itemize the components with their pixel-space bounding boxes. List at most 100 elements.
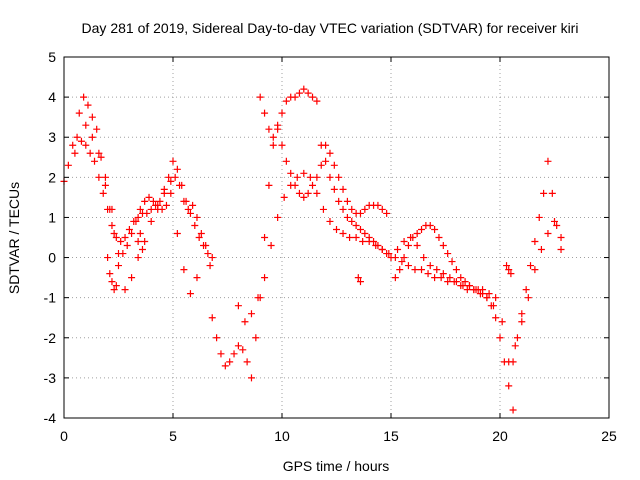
data-point [317, 141, 325, 149]
data-point [121, 234, 129, 241]
x-tick-label: 0 [60, 428, 68, 444]
data-point [186, 209, 194, 217]
data-point [548, 189, 556, 197]
y-axis-label: SDTVAR / TECUs [6, 182, 22, 294]
data-point [123, 242, 131, 250]
data-point [413, 229, 421, 237]
data-point [503, 262, 511, 270]
data-point [356, 278, 364, 286]
data-point [208, 254, 216, 262]
data-point [295, 89, 303, 97]
data-point [239, 346, 247, 354]
data-point [145, 193, 153, 201]
data-point [149, 197, 157, 205]
data-point [265, 125, 273, 133]
data-point [452, 278, 460, 286]
data-point [143, 209, 151, 217]
data-point [348, 217, 356, 225]
data-point [247, 374, 255, 382]
data-point [378, 246, 386, 254]
data-point [437, 274, 445, 282]
data-point [461, 278, 469, 286]
data-point [64, 161, 72, 169]
data-point [206, 262, 214, 270]
data-point [383, 209, 391, 217]
data-point [261, 109, 269, 117]
data-point [162, 201, 170, 209]
y-tick-label: -4 [44, 410, 57, 426]
data-point [167, 189, 175, 197]
data-point [557, 246, 565, 254]
data-point [138, 246, 146, 254]
data-point [291, 93, 299, 101]
data-point [110, 286, 118, 294]
data-point [95, 173, 103, 181]
data-point [426, 221, 434, 229]
data-point [108, 205, 116, 213]
data-point [346, 234, 354, 241]
data-point [309, 181, 317, 189]
data-point [115, 262, 122, 270]
data-point [396, 266, 404, 274]
series-trace-a [60, 133, 216, 262]
data-point [134, 254, 142, 262]
data-point [505, 266, 513, 274]
y-tick-label: 3 [48, 129, 56, 145]
data-point [313, 97, 321, 105]
data-point [241, 318, 249, 326]
data-point [326, 149, 334, 157]
series-trace-g [391, 157, 565, 390]
data-point [322, 157, 330, 165]
data-point [274, 121, 282, 129]
data-point [282, 157, 290, 165]
data-point [134, 213, 142, 221]
data-point [112, 282, 120, 290]
data-point [452, 266, 460, 274]
data-point [387, 254, 395, 262]
data-point [527, 262, 535, 270]
data-point [335, 197, 343, 205]
y-tick-label: 5 [48, 49, 56, 65]
data-point [95, 149, 103, 157]
data-point [391, 274, 399, 282]
data-point [435, 234, 443, 241]
data-point [404, 262, 412, 270]
data-point [407, 234, 415, 241]
data-point [247, 310, 255, 318]
data-point [356, 225, 364, 233]
data-point [217, 350, 225, 358]
data-point [448, 258, 456, 266]
data-point [208, 314, 216, 322]
data-point [313, 189, 321, 197]
data-point [71, 149, 79, 157]
data-point [88, 113, 96, 121]
data-point [269, 141, 277, 149]
data-point [472, 286, 480, 294]
data-point [108, 221, 116, 229]
data-point [243, 358, 251, 366]
axis-ticks: -4 -3 -2 -1 0 1 2 3 4 5 0 5 10 15 20 25 [44, 49, 617, 444]
data-point [226, 358, 234, 366]
y-tick-label: 4 [48, 89, 56, 105]
data-point [186, 290, 194, 298]
series-trace-e [234, 169, 497, 326]
data-point [101, 181, 109, 189]
data-point [191, 221, 199, 229]
data-point [313, 173, 321, 181]
data-point [119, 250, 127, 258]
data-point [339, 205, 347, 213]
data-point [93, 125, 101, 133]
series-trace-h [394, 217, 565, 366]
data-point [498, 318, 506, 326]
data-point [300, 193, 308, 201]
data-point [540, 189, 548, 197]
data-point [354, 274, 362, 282]
data-point [256, 93, 264, 101]
data-point [439, 242, 447, 250]
data-point [147, 217, 155, 225]
data-point [511, 342, 519, 350]
data-point [439, 270, 447, 278]
data-point [195, 234, 203, 241]
data-point [154, 205, 162, 213]
